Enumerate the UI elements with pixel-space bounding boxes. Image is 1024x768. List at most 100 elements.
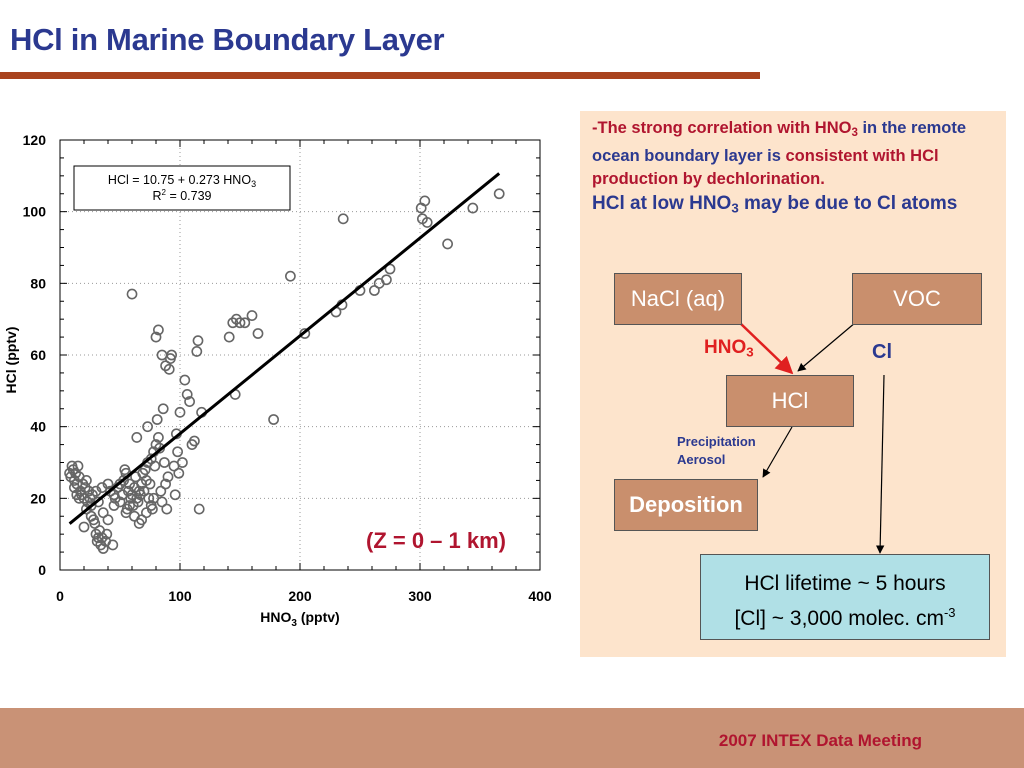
- title-underline: [0, 72, 760, 79]
- data-point: [193, 503, 205, 515]
- data-point: [150, 439, 162, 450]
- data-point: [227, 317, 239, 329]
- data-point: [145, 500, 157, 511]
- data-point: [131, 432, 143, 443]
- data-point: [158, 457, 170, 468]
- data-point: [97, 507, 109, 519]
- data-point: [101, 528, 113, 540]
- data-point: [467, 202, 479, 214]
- data-point: [172, 446, 183, 458]
- data-point: [174, 406, 186, 418]
- data-point: [181, 389, 193, 400]
- data-point: [151, 414, 163, 425]
- data-point: [268, 414, 279, 425]
- data-point: [188, 435, 200, 447]
- y-tick-label: 120: [23, 132, 47, 148]
- data-point: [252, 328, 264, 339]
- x-axis-label: HNO3 (pptv): [260, 609, 339, 629]
- data-point: [149, 460, 161, 472]
- data-point: [223, 331, 235, 343]
- data-point: [155, 485, 167, 497]
- equation-line-2: R2 = 0.739: [152, 188, 211, 203]
- data-point: [114, 496, 126, 508]
- data-point: [169, 489, 181, 501]
- panel-text-5: HCl at low HNO3 may be due to Cl atoms: [592, 192, 958, 216]
- panel-text-1: The: [597, 119, 627, 137]
- data-point: [234, 317, 246, 329]
- data-point: [118, 475, 129, 486]
- data-point: [419, 195, 431, 207]
- data-point: [79, 482, 91, 493]
- y-tick-label: 100: [23, 204, 47, 220]
- data-point: [97, 543, 109, 554]
- voc-box: VOC: [852, 273, 982, 325]
- data-point: [83, 485, 95, 497]
- panel-dash: -: [592, 119, 598, 137]
- panel-text: -The strong correlation with HNO3 in the…: [592, 117, 1002, 221]
- data-point: [142, 421, 153, 433]
- data-point: [81, 475, 92, 486]
- data-point: [107, 539, 119, 551]
- data-point: [87, 489, 98, 501]
- data-point: [191, 346, 203, 357]
- voc-to-hcl-arrow: [797, 316, 863, 372]
- data-point: [179, 374, 191, 386]
- data-point: [162, 471, 174, 483]
- data-point: [73, 492, 85, 504]
- explanation-panel: -The strong correlation with HNO3 in the…: [580, 111, 1006, 657]
- hcl-box: HCl: [726, 375, 854, 427]
- lifetime-line-2: [Cl] ~ 3,000 molec. cm-3: [734, 605, 956, 630]
- y-tick-labels: 0 20 40 60 80 100 120: [23, 132, 47, 578]
- axis-ticks: [59, 139, 541, 571]
- data-point: [108, 500, 120, 511]
- hno3-arrow-label: HNO3: [704, 337, 754, 360]
- data-point: [442, 238, 453, 250]
- regression-line: [68, 172, 501, 525]
- data-point: [368, 285, 380, 296]
- x-tick-label: 300: [408, 588, 432, 604]
- data-point: [493, 188, 505, 200]
- y-tick-label: 60: [30, 347, 46, 363]
- data-point: [114, 478, 126, 490]
- data-point: [143, 492, 155, 504]
- data-point: [139, 464, 151, 476]
- data-point: [124, 500, 136, 511]
- data-point: [69, 482, 80, 493]
- data-point: [161, 503, 173, 515]
- data-point: [140, 507, 152, 519]
- data-point: [157, 403, 169, 415]
- data-point: [136, 514, 147, 526]
- y-tick-label: 20: [30, 490, 46, 506]
- data-point: [148, 492, 159, 504]
- data-point: [108, 489, 120, 501]
- x-tick-label: 0: [56, 588, 64, 604]
- scatter-chart: HCl = 10.75 + 0.273 HNO3 R2 = 0.739 0 100…: [3, 132, 552, 629]
- slide-title: HCl in Marine Boundary Layer: [10, 22, 445, 57]
- data-point: [140, 475, 152, 486]
- x-tick-label: 400: [528, 588, 552, 604]
- flow-arrows: [739, 316, 885, 554]
- data-point: [380, 274, 392, 286]
- data-point: [246, 310, 258, 321]
- data-point: [184, 396, 195, 407]
- data-point: [72, 460, 84, 472]
- y-tick-label: 0: [38, 562, 46, 578]
- data-point: [156, 349, 168, 361]
- data-point: [421, 217, 433, 228]
- data-point: [160, 360, 171, 372]
- x-tick-labels: 0 100 200 300 400: [56, 588, 552, 604]
- data-point: [239, 317, 251, 329]
- data-point: [284, 270, 296, 282]
- footer-bar: 2007 INTEX Data Meeting: [0, 708, 1024, 768]
- data-point: [81, 503, 92, 515]
- precipitation-aerosol-label: Precipitation Aerosol: [677, 434, 756, 467]
- data-point: [126, 288, 138, 300]
- data-point: [78, 521, 90, 533]
- data-point: [160, 478, 171, 490]
- data-point: [192, 335, 204, 347]
- panel-text-4: consistent with HCl production by dechlo…: [592, 146, 939, 188]
- altitude-range-label: (Z = 0 – 1 km): [366, 528, 507, 553]
- lifetime-box: HCl lifetime ~ 5 hours [Cl] ~ 3,000 mole…: [700, 554, 990, 640]
- cl-to-lifetime-arrow: [875, 374, 885, 554]
- data-point: [299, 328, 311, 339]
